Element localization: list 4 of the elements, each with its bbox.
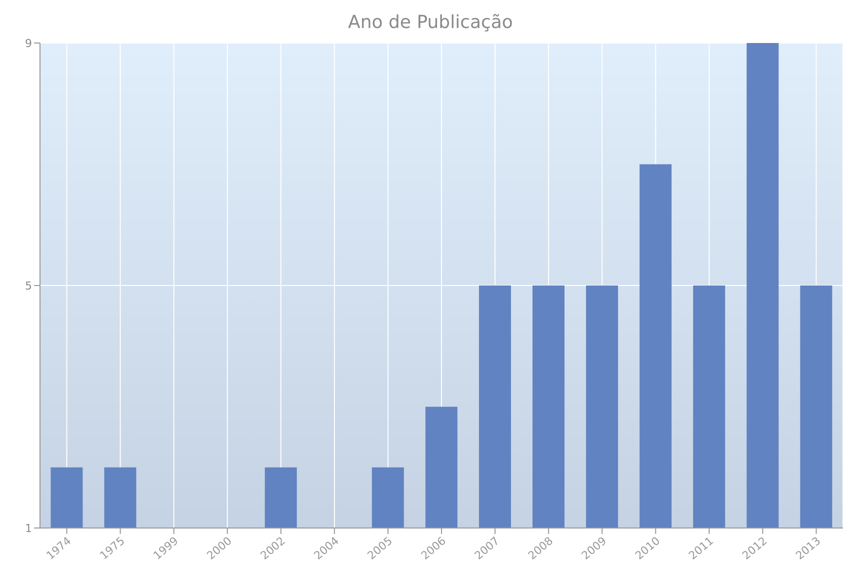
y-tick-label: 9 [25, 36, 32, 50]
chart-title: Ano de Publicação [347, 12, 514, 33]
y-tick-label: 5 [25, 279, 32, 292]
y-tick-label: 1 [25, 522, 32, 535]
